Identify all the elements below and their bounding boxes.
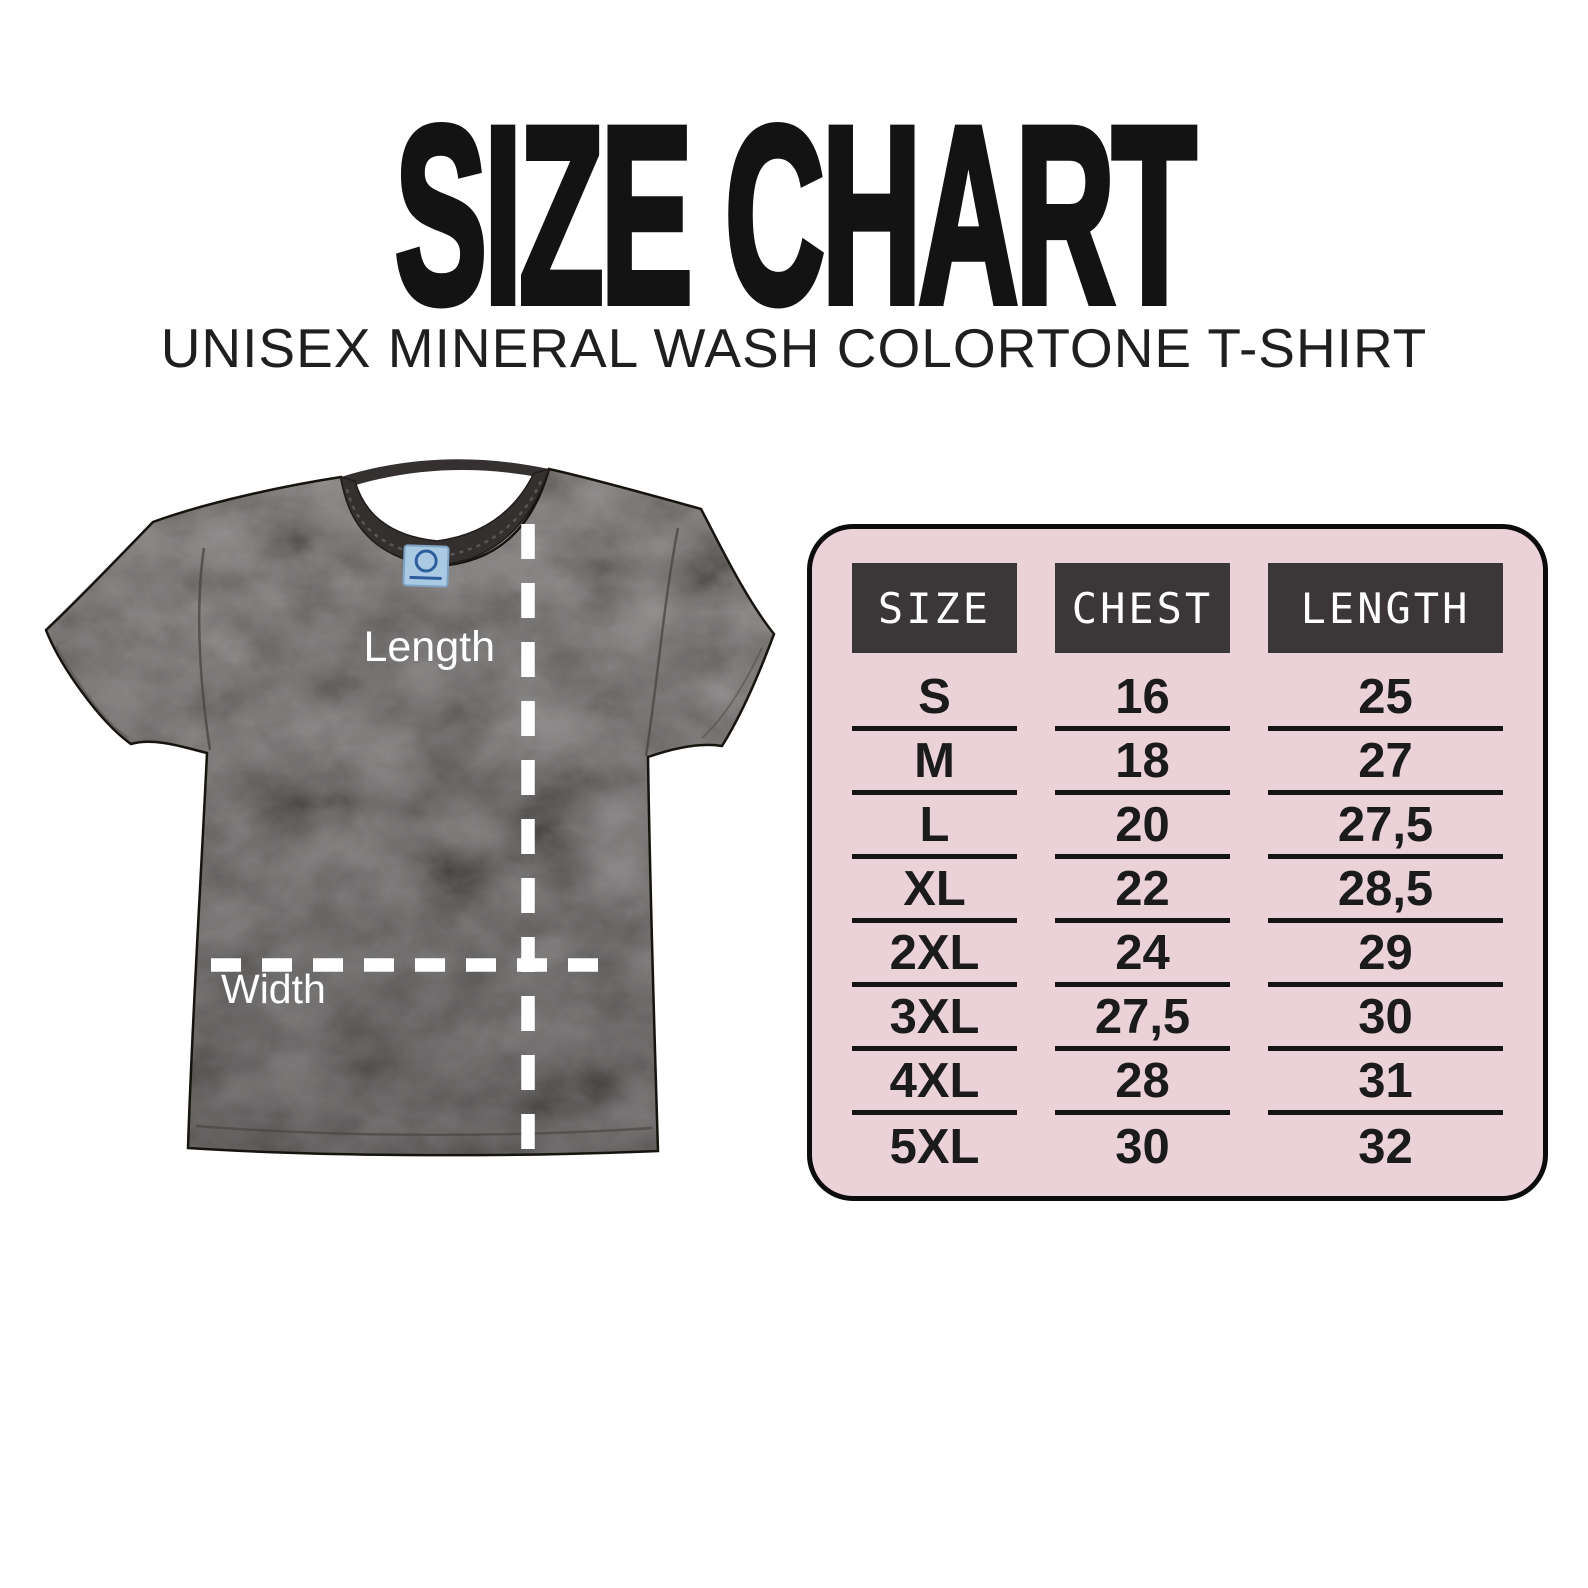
table-cell: S — [852, 667, 1017, 731]
table-cell: XL — [852, 859, 1017, 923]
length-label: Length — [363, 623, 495, 671]
collar-back — [341, 459, 549, 488]
page-title-text: SIZE CHART — [392, 75, 1198, 357]
neck-tag — [402, 544, 450, 588]
table-row: 4XL 28 31 — [852, 1051, 1503, 1115]
page-title: SIZE CHART — [0, 75, 1588, 357]
tshirt-diagram: Length Width — [30, 450, 790, 1185]
table-cell: 28,5 — [1268, 859, 1503, 923]
table-cell: 4XL — [852, 1051, 1017, 1115]
table-cell: 27,5 — [1055, 987, 1230, 1051]
table-row: L 20 27,5 — [852, 795, 1503, 859]
right-cuff-stitch — [701, 647, 763, 739]
table-cell: 18 — [1055, 731, 1230, 795]
table-row: S 16 25 — [852, 667, 1503, 731]
table-cell: 30 — [1115, 1120, 1170, 1174]
table-cell: 27,5 — [1268, 795, 1503, 859]
table-row: 2XL 24 29 — [852, 923, 1503, 987]
table-cell: M — [852, 731, 1017, 795]
column-header: LENGTH — [1268, 563, 1503, 653]
column-header: CHEST — [1055, 563, 1230, 653]
width-label: Width — [221, 966, 326, 1012]
table-cell: 20 — [1055, 795, 1230, 859]
table-cell: 5XL — [889, 1120, 980, 1174]
table-row: XL 22 28,5 — [852, 859, 1503, 923]
hem-stitch — [195, 1124, 653, 1137]
table-cell: L — [852, 795, 1017, 859]
right-sleeve-seam — [644, 527, 680, 757]
table-cell: 3XL — [852, 987, 1017, 1051]
size-table-header: SIZE CHEST LENGTH — [852, 563, 1503, 653]
table-cell: 16 — [1055, 667, 1230, 731]
table-cell: 31 — [1268, 1051, 1503, 1115]
table-cell: 25 — [1268, 667, 1503, 731]
table-row: 3XL 27,5 30 — [852, 987, 1503, 1051]
table-cell: 27 — [1268, 731, 1503, 795]
left-cuff-stitch — [55, 645, 129, 739]
collar-band — [340, 467, 551, 567]
table-cell: 22 — [1055, 859, 1230, 923]
page-subtitle: UNISEX MINERAL WASH COLORTONE T-SHIRT — [160, 317, 1428, 379]
table-row: 5XL 30 32 — [852, 1115, 1503, 1179]
table-cell: 2XL — [852, 923, 1017, 987]
size-table-body: S 16 25 M 18 27 L 20 27,5 XL 22 28,5 2XL 24 29 3XL 27,5 3… — [852, 667, 1503, 1179]
table-cell: 30 — [1268, 987, 1503, 1051]
table-cell: 29 — [1268, 923, 1503, 987]
table-cell: 32 — [1358, 1120, 1413, 1174]
tshirt-outline — [44, 467, 776, 1157]
table-row: M 18 27 — [852, 731, 1503, 795]
size-table: SIZE CHEST LENGTH S 16 25 M 18 27 L 20 27,5 XL 22 28,… — [807, 524, 1548, 1201]
table-cell: 28 — [1055, 1051, 1230, 1115]
column-header: SIZE — [852, 563, 1017, 653]
left-sleeve-seam — [197, 547, 212, 751]
table-cell: 24 — [1055, 923, 1230, 987]
